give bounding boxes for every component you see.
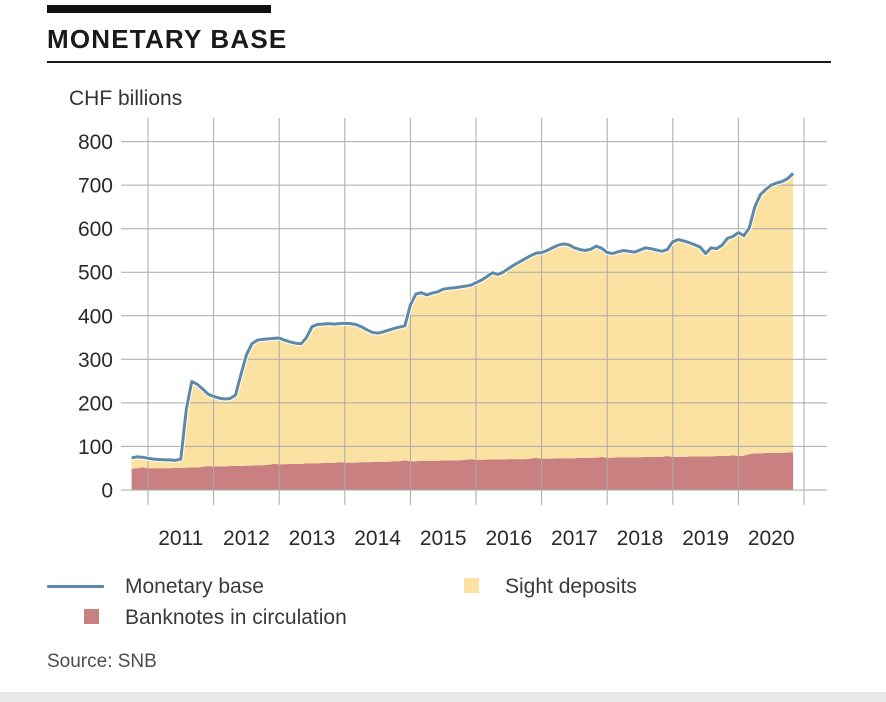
x-tick-label: 2011 <box>158 527 203 550</box>
x-tick-label: 2020 <box>748 527 795 550</box>
title-accent-bar <box>47 5 271 13</box>
legend-label-banknotes: Banknotes in circulation <box>125 606 347 629</box>
x-tick-label: 2016 <box>485 527 532 550</box>
x-tick-label: 2013 <box>289 527 336 550</box>
y-tick-label: 200 <box>78 392 113 415</box>
x-tick-label: 2018 <box>617 527 664 550</box>
y-tick-label: 700 <box>78 175 113 198</box>
monetary-base-line-swatch <box>47 585 104 588</box>
y-tick-label: 300 <box>78 349 113 372</box>
x-tick-label: 2019 <box>682 527 729 550</box>
legend-label-monetary-base: Monetary base <box>125 575 264 598</box>
chart-svg: 0 100 200 300 400 500 600 700 800 2011 2012 2013 201… <box>78 118 827 550</box>
banknotes-area <box>131 452 794 490</box>
title-rule <box>47 61 831 63</box>
sight-deposits-area <box>131 173 794 469</box>
y-tick-label: 100 <box>78 436 113 459</box>
source-note: Source: SNB <box>47 651 157 672</box>
legend-label-sight-deposits: Sight deposits <box>505 575 637 598</box>
sight-deposits-swatch <box>464 578 479 593</box>
x-tick-label: 2015 <box>420 527 467 550</box>
page-title: MONETARY BASE <box>47 24 288 54</box>
y-tick-label: 400 <box>78 305 113 328</box>
x-tick-label: 2012 <box>223 527 270 550</box>
y-tick-label: 600 <box>78 218 113 241</box>
x-tick-label: 2014 <box>354 527 401 550</box>
y-tick-label: 500 <box>78 262 113 285</box>
y-tick-label: 800 <box>78 131 113 154</box>
banknotes-swatch <box>84 609 99 624</box>
bottom-strip <box>0 692 886 702</box>
monetary-base-line <box>131 172 795 462</box>
unit-label: CHF billions <box>69 87 183 110</box>
y-tick-label: 0 <box>101 480 113 503</box>
x-tick-label: 2017 <box>551 527 598 550</box>
